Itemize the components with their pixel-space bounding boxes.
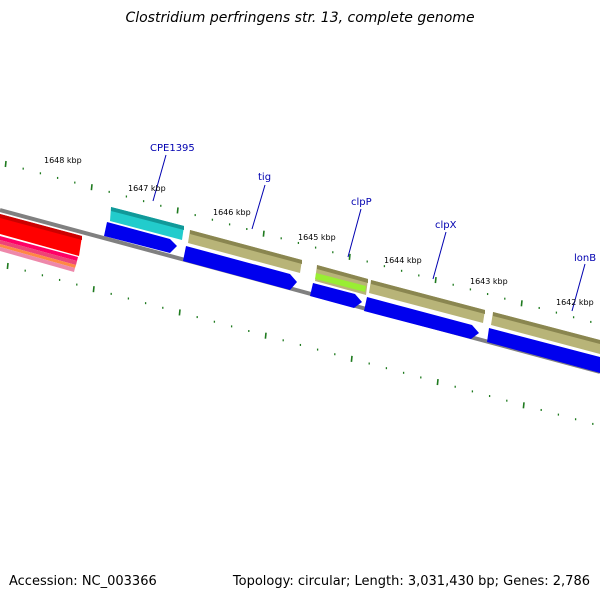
- outer-scale-tick: [262, 230, 265, 237]
- gene-label-clpp: clpP: [351, 197, 372, 208]
- inner-scale-tick: [92, 286, 95, 293]
- gene-tig[interactable]: [183, 230, 302, 290]
- inner-scale-tick: [178, 309, 181, 316]
- outer-scale-tick: [176, 207, 179, 214]
- outer-scale-tick: [90, 184, 93, 191]
- inner-scale-tick: [436, 379, 439, 386]
- gene-lonb[interactable]: [487, 312, 600, 373]
- gene-cpe1395[interactable]: [104, 207, 184, 253]
- kbp-label-1645: 1645 kbp: [298, 233, 336, 242]
- label-line-cpe1395: [152, 154, 167, 202]
- kbp-label-1644: 1644 kbp: [384, 256, 422, 265]
- label-line-tig: [251, 184, 266, 230]
- genome-stats-text: Topology: circular; Length: 3,031,430 bp…: [232, 574, 590, 589]
- gene-label-lonb: lonB: [574, 253, 596, 264]
- outer-scale-tick: [348, 253, 351, 260]
- outer-scale-tick: [520, 300, 523, 307]
- kbp-label-1643: 1643 kbp: [470, 277, 508, 286]
- inner-scale-tick: [522, 402, 525, 409]
- inner-scale-tick: [264, 332, 267, 339]
- kbp-label-1646: 1646 kbp: [213, 208, 251, 217]
- label-line-lonb: [571, 263, 586, 312]
- kbp-label-1648: 1648 kbp: [44, 156, 82, 165]
- outer-scale-tick: [434, 277, 437, 284]
- gene-clpp[interactable]: [310, 265, 368, 308]
- genome-title: Clostridium perfringens str. 13, complet…: [125, 10, 475, 26]
- gene-label-cpe1395: CPE1395: [150, 143, 195, 154]
- label-line-clpp: [347, 208, 362, 258]
- inner-scale-tick: [6, 262, 9, 270]
- feature-band-left[interactable]: [0, 214, 82, 272]
- kbp-label-1647: 1647 kbp: [128, 184, 166, 193]
- gene-label-clpx: clpX: [435, 220, 457, 231]
- inner-scale-tick: [350, 355, 353, 362]
- outer-tick-ring: [4, 160, 592, 323]
- outer-scale-tick: [4, 160, 7, 168]
- accession-text: Accession: NC_003366: [9, 574, 157, 589]
- kbp-label-1642: 1642 kbp: [556, 298, 594, 307]
- inner-tick-ring: [6, 262, 594, 425]
- label-line-clpx: [432, 231, 447, 280]
- gene-clpx[interactable]: [364, 280, 485, 339]
- gene-label-tig: tig: [258, 172, 271, 183]
